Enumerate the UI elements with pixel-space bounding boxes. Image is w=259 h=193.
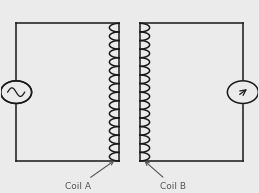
Circle shape [227,81,258,103]
Text: Coil B: Coil B [145,162,186,191]
Circle shape [1,81,32,103]
Text: Coil A: Coil A [65,161,113,191]
